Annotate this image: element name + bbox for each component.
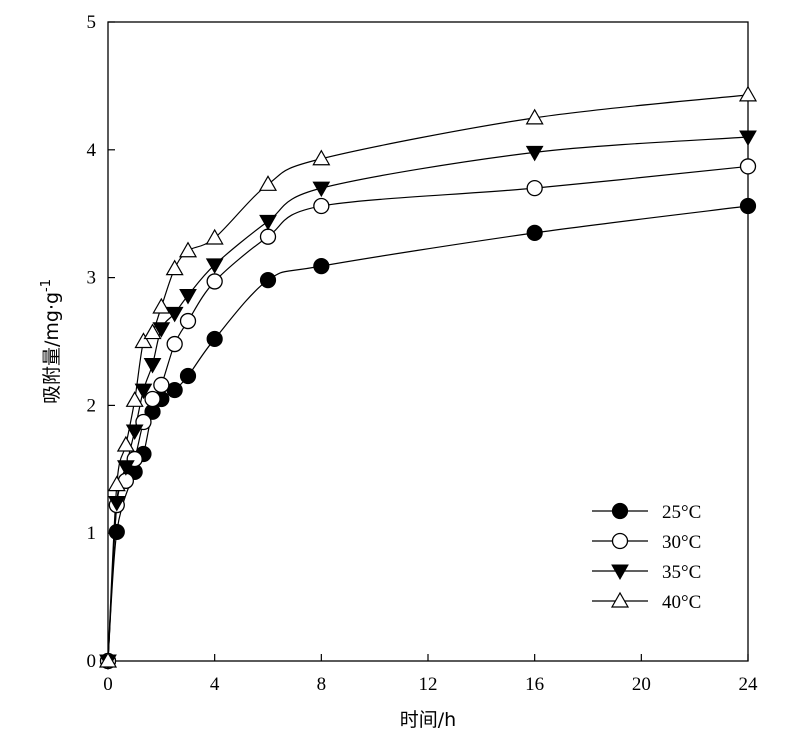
data-point <box>125 391 144 407</box>
data-point <box>98 651 118 668</box>
x-tick-label: 4 <box>210 674 220 695</box>
y-tick-label: 0 <box>87 651 97 672</box>
data-point <box>259 214 277 231</box>
data-point <box>525 145 544 162</box>
data-point <box>739 158 757 175</box>
data-point <box>258 175 278 191</box>
data-point <box>125 424 144 440</box>
data-point <box>206 273 223 290</box>
series-line-3 <box>107 94 749 662</box>
data-point <box>143 323 162 340</box>
data-point <box>107 475 126 492</box>
data-point <box>206 330 223 348</box>
data-point <box>526 224 543 241</box>
data-point <box>144 390 161 408</box>
data-point <box>259 272 277 289</box>
y-tick-label: 2 <box>87 395 97 416</box>
plot-frame <box>107 21 749 662</box>
data-point <box>312 149 331 166</box>
legend-label: 40°C <box>662 592 701 613</box>
data-point <box>179 288 197 305</box>
series-line-1 <box>107 165 749 662</box>
legend-marker <box>611 532 629 550</box>
y-axis-title-main: 吸附量/mg·g <box>41 292 63 404</box>
legend-marker <box>611 502 629 520</box>
data-point <box>313 257 330 275</box>
x-tick-label: 20 <box>632 674 651 695</box>
legend: 25°C 30°C 35°C 40°C <box>592 502 701 613</box>
legend-label: 35°C <box>662 562 701 583</box>
x-tick-label: 8 <box>317 674 327 695</box>
series-lines <box>107 94 749 662</box>
data-point <box>134 332 153 349</box>
data-point <box>179 312 197 330</box>
data-point <box>179 367 197 385</box>
x-tick-label: 0 <box>103 674 113 695</box>
data-point <box>205 258 224 274</box>
data-point <box>152 322 171 338</box>
series-line-0 <box>107 205 749 662</box>
legend-label: 25°C <box>662 502 701 523</box>
data-point <box>739 130 757 147</box>
data-point <box>108 523 125 541</box>
data-point <box>178 241 198 258</box>
series-line-2 <box>107 136 749 662</box>
data-point <box>152 297 171 314</box>
x-tick-label: 24 <box>739 674 759 695</box>
x-tick-label: 12 <box>419 674 438 695</box>
y-tick-label: 4 <box>87 140 97 161</box>
y-tick-label: 5 <box>87 12 97 33</box>
data-point <box>738 85 758 102</box>
data-point <box>165 306 184 323</box>
legend-marker <box>610 591 630 608</box>
data-point <box>107 496 126 512</box>
data-point <box>259 228 277 245</box>
series-markers <box>98 85 758 671</box>
data-point <box>166 335 183 353</box>
y-axis-title-superscript: -1 <box>39 279 54 292</box>
data-point <box>153 376 170 394</box>
data-point <box>116 435 135 452</box>
x-axis-title: 时间/h <box>400 709 456 731</box>
data-point <box>143 358 162 374</box>
y-axis-title: 吸附量/mg·g-1 <box>39 279 63 404</box>
y-tick-label: 3 <box>87 268 97 289</box>
data-point <box>134 383 153 400</box>
data-point <box>739 197 757 215</box>
legend-marker <box>611 564 629 581</box>
data-point <box>312 181 331 198</box>
data-point <box>117 460 135 476</box>
x-tick-label: 16 <box>525 674 544 695</box>
data-point <box>526 179 543 197</box>
data-point <box>313 197 330 215</box>
data-point <box>205 228 224 245</box>
y-tick-label: 1 <box>87 523 97 544</box>
data-point <box>525 108 544 125</box>
legend-label: 30°C <box>662 532 701 553</box>
data-point <box>165 259 184 276</box>
